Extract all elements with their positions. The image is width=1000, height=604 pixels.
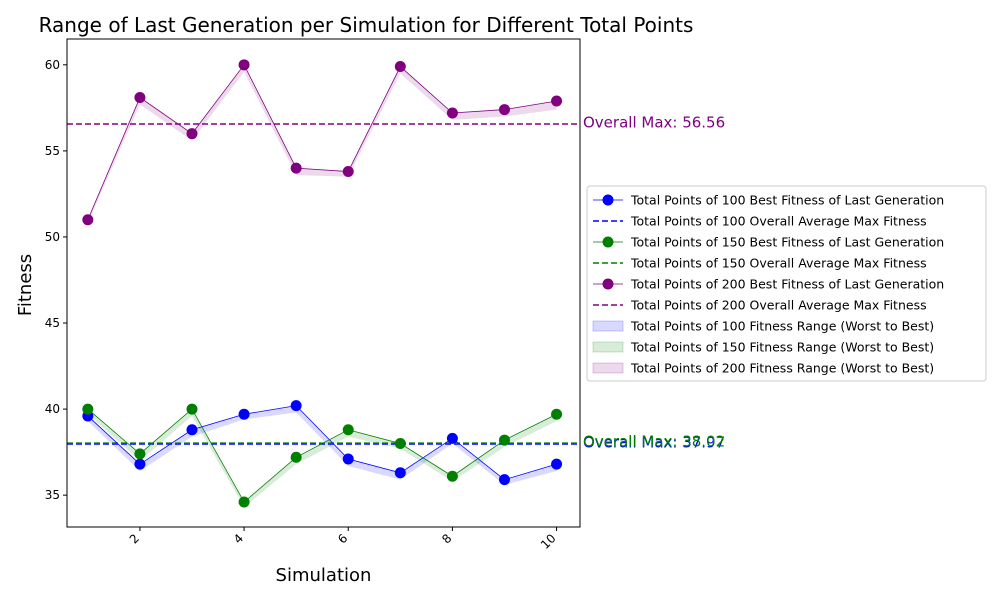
data-point-series-2-sim-10 bbox=[551, 408, 563, 420]
data-point-series-1-sim-10 bbox=[551, 458, 563, 470]
x-tick-label-10: 10 bbox=[538, 531, 559, 552]
range-band-series-2 bbox=[87, 409, 557, 508]
legend-entry-4-label: Total Points of 150 Overall Average Max … bbox=[630, 256, 927, 271]
best-line-series-1 bbox=[87, 405, 557, 481]
legend-entry-9-label: Total Points of 200 Fitness Range (Worst… bbox=[630, 361, 934, 376]
axes-frame bbox=[66, 38, 581, 528]
data-point-series-3-sim-4 bbox=[238, 59, 250, 71]
x-tick-label-4: 4 bbox=[231, 531, 246, 546]
data-point-series-1-sim-3 bbox=[186, 424, 198, 436]
data-point-series-3-sim-10 bbox=[551, 95, 563, 107]
y-tick-label-40: 40 bbox=[45, 402, 60, 416]
data-point-series-2-sim-1 bbox=[82, 403, 94, 415]
data-point-series-1-sim-5 bbox=[290, 400, 302, 412]
legend: Total Points of 100 Best Fitness of Last… bbox=[586, 185, 987, 382]
data-point-series-1-sim-2 bbox=[134, 458, 146, 470]
data-point-series-2-sim-3 bbox=[186, 403, 198, 415]
y-tick-label-35: 35 bbox=[45, 488, 60, 502]
legend-entry-3-marker bbox=[602, 236, 614, 248]
data-point-series-2-sim-2 bbox=[134, 448, 146, 460]
data-point-series-3-sim-1 bbox=[82, 214, 94, 226]
data-point-series-3-sim-3 bbox=[186, 128, 198, 140]
data-point-series-2-sim-7 bbox=[394, 438, 406, 450]
best-line-series-3 bbox=[87, 64, 557, 220]
legend-entry-3-label: Total Points of 150 Best Fitness of Last… bbox=[630, 235, 944, 250]
x-tick-label-2: 2 bbox=[127, 531, 142, 546]
data-point-series-3-sim-2 bbox=[134, 92, 146, 104]
data-point-series-3-sim-9 bbox=[498, 104, 510, 116]
chart-title: Range of Last Generation per Simulation … bbox=[39, 13, 694, 37]
legend-box bbox=[586, 185, 987, 382]
data-point-series-1-sim-9 bbox=[498, 474, 510, 486]
y-tick-label-50: 50 bbox=[45, 230, 60, 244]
data-point-series-3-sim-5 bbox=[290, 162, 302, 174]
x-tick-label-8: 8 bbox=[439, 531, 454, 546]
data-point-series-1-sim-4 bbox=[238, 408, 250, 420]
data-point-series-3-sim-8 bbox=[446, 107, 458, 119]
data-point-series-2-sim-5 bbox=[290, 451, 302, 463]
data-point-series-2-sim-6 bbox=[342, 424, 354, 436]
axes: 2 4 6 8 10 35 40 45 50 55 60 bbox=[45, 58, 559, 552]
data-point-series-2-sim-8 bbox=[446, 470, 458, 482]
legend-entry-7-patch bbox=[592, 320, 624, 332]
legend-entry-5-label: Total Points of 200 Best Fitness of Last… bbox=[630, 277, 944, 292]
data-point-series-2-sim-9 bbox=[498, 434, 510, 446]
legend-entry-5-marker bbox=[602, 278, 614, 290]
avg-max-label-series-2: Overall Max: 38.02 bbox=[583, 433, 725, 451]
legend-entry-9-patch bbox=[592, 362, 624, 374]
avg-max-label-series-1: Overall Max: 37.97 bbox=[583, 434, 725, 452]
x-tick-label-6: 6 bbox=[335, 531, 350, 546]
y-tick-label-55: 55 bbox=[45, 144, 60, 158]
data-point-series-1-sim-7 bbox=[394, 467, 406, 479]
y-axis-label: Fitness bbox=[15, 254, 36, 316]
best-line-series-2 bbox=[87, 408, 557, 503]
range-band-series-3 bbox=[87, 64, 557, 224]
legend-entry-1-label: Total Points of 100 Best Fitness of Last… bbox=[630, 193, 944, 208]
data-point-series-1-sim-8 bbox=[446, 432, 458, 444]
y-tick-label-45: 45 bbox=[45, 316, 60, 330]
legend-entry-1-marker bbox=[602, 194, 614, 206]
legend-entry-8-label: Total Points of 150 Fitness Range (Worst… bbox=[630, 340, 934, 355]
data-point-series-2-sim-4 bbox=[238, 496, 250, 508]
legend-entry-6-label: Total Points of 200 Overall Average Max … bbox=[630, 298, 927, 313]
data-point-series-1-sim-6 bbox=[342, 453, 354, 465]
legend-entry-7-label: Total Points of 100 Fitness Range (Worst… bbox=[630, 319, 934, 334]
x-axis-label: Simulation bbox=[276, 565, 372, 586]
data-point-series-3-sim-7 bbox=[394, 61, 406, 73]
avg-max-label-series-3: Overall Max: 56.56 bbox=[583, 114, 725, 132]
y-tick-label-60: 60 bbox=[45, 58, 60, 72]
legend-entry-8-patch bbox=[592, 341, 624, 353]
data-point-series-3-sim-6 bbox=[342, 166, 354, 178]
legend-entry-2-label: Total Points of 100 Overall Average Max … bbox=[630, 214, 927, 229]
